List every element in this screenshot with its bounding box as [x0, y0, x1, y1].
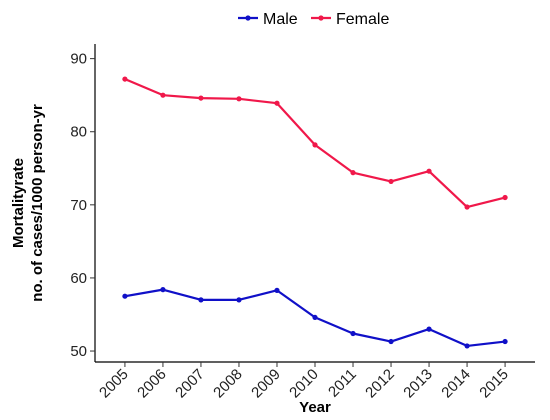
data-point-female [464, 204, 470, 210]
data-point-female [350, 170, 356, 176]
data-point-female [198, 95, 204, 101]
data-point-female [122, 76, 128, 82]
legend: Male Female [238, 11, 389, 28]
x-tick-label: 2006 [134, 366, 170, 402]
data-point-female [312, 142, 318, 148]
x-tick-label: 2011 [325, 366, 360, 401]
legend-label-female: Female [336, 11, 389, 28]
data-point-male [426, 326, 432, 332]
y-tick-label: 90 [70, 51, 87, 68]
x-tick-label: 2010 [286, 366, 322, 402]
x-tick-label: 2005 [96, 366, 132, 402]
data-point-male [388, 338, 394, 345]
data-point-male [464, 343, 470, 349]
y-tick-label: 70 [70, 197, 87, 214]
data-point-male [236, 297, 242, 303]
x-tick-label: 2015 [476, 366, 512, 402]
data-point-male [502, 338, 508, 345]
x-tick-label: 2014 [438, 366, 474, 402]
x-axis-title: Year [299, 399, 331, 416]
x-tick-label: 2008 [210, 366, 246, 402]
plot-area [122, 76, 508, 349]
data-point-female [274, 100, 280, 106]
data-point-female [426, 168, 432, 174]
y-tick-label: 60 [70, 270, 87, 287]
data-point-female [502, 194, 508, 201]
y-tick-label: 80 [70, 124, 87, 141]
legend-marker-female [318, 15, 324, 21]
y-axis-title-line1: Mortalityrate [10, 158, 27, 248]
data-point-male [350, 330, 356, 337]
data-point-male [198, 297, 204, 303]
data-point-male [312, 314, 318, 321]
x-tick-label: 2013 [400, 366, 436, 402]
y-tick-label: 50 [70, 343, 87, 360]
legend-marker-male [245, 15, 251, 21]
data-point-female [236, 96, 242, 102]
data-point-male [122, 293, 128, 299]
data-point-male [160, 287, 166, 293]
data-point-male [274, 287, 280, 293]
data-point-female [388, 178, 394, 185]
data-point-female [160, 92, 166, 98]
x-tick-label: 2012 [362, 366, 398, 402]
y-axis-title-line2: no. of cases/1000 person-yr [29, 104, 46, 302]
legend-label-male: Male [263, 11, 298, 28]
x-tick-label: 2009 [248, 366, 284, 402]
x-tick-label: 2007 [172, 366, 208, 402]
